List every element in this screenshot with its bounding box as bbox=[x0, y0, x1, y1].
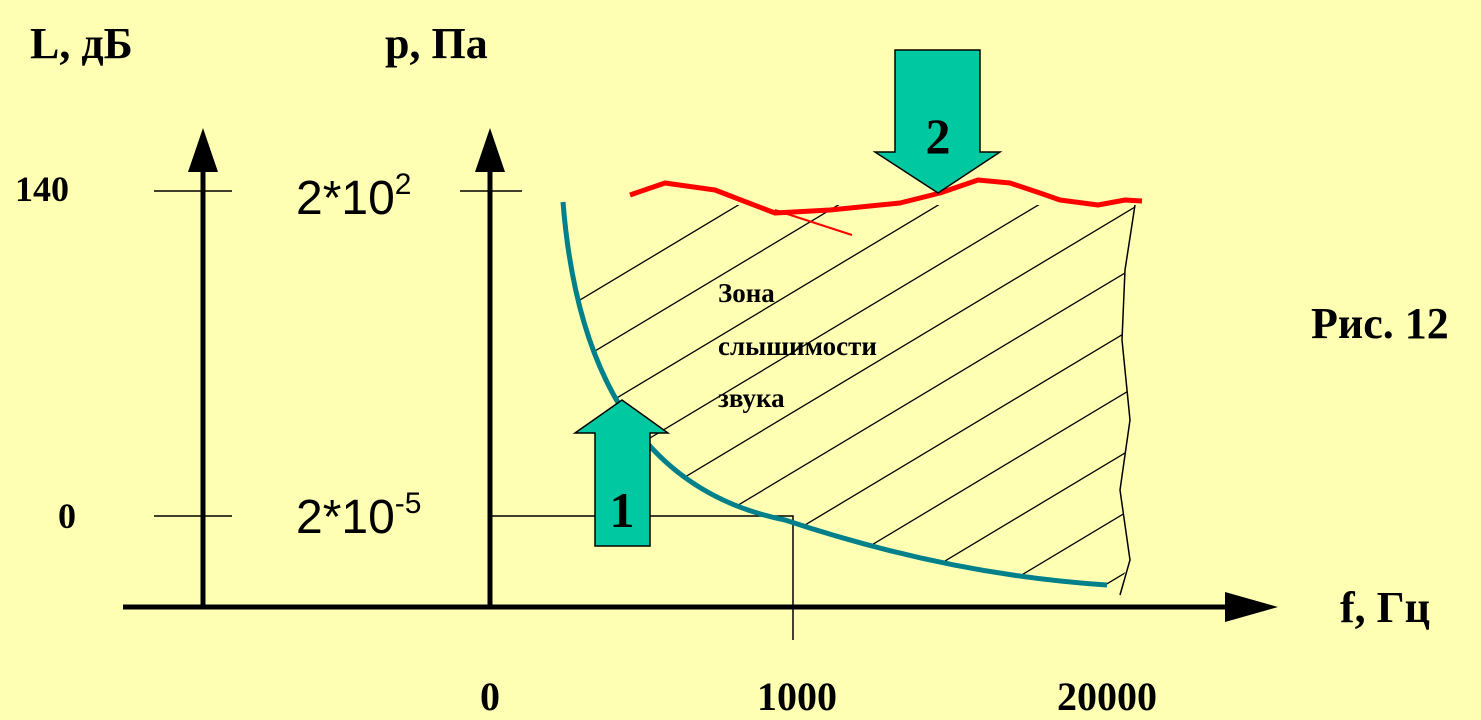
threshold-arrow-1 bbox=[572, 399, 671, 547]
zone-label-line-2: слышимости bbox=[718, 331, 877, 361]
x-tick-label-20000: 20000 bbox=[1057, 674, 1157, 719]
x-axis-arrowhead bbox=[1225, 592, 1278, 622]
x-axis-label: f, Гц bbox=[1340, 583, 1430, 632]
zone-label-line-3: звука bbox=[718, 383, 785, 413]
p-tick-label-top: 2*102 bbox=[296, 168, 411, 225]
x-tick-label-1000: 1000 bbox=[757, 674, 837, 719]
arrow-2-label: 2 bbox=[926, 108, 951, 164]
pain-arrow-2 bbox=[872, 49, 1003, 194]
p-axis-label: p, Па bbox=[385, 19, 488, 68]
p-tick-label-bottom: 2*10-5 bbox=[296, 487, 421, 544]
l-tick-label-0: 0 bbox=[58, 496, 76, 536]
figure-caption: Рис. 12 bbox=[1311, 299, 1449, 348]
threshold-of-pain-curve bbox=[629, 177, 1143, 216]
upper-frequency-limit-line bbox=[1119, 204, 1136, 596]
p-axis-arrowhead bbox=[475, 128, 505, 172]
threshold-of-hearing-curve bbox=[560, 201, 1108, 588]
arrow-1-label: 1 bbox=[610, 482, 635, 538]
l-tick-label-140: 140 bbox=[15, 169, 69, 209]
zone-label-line-1: Зона bbox=[718, 278, 775, 308]
l-axis-label: L, дБ bbox=[30, 19, 133, 68]
x-tick-label-0: 0 bbox=[480, 674, 500, 719]
l-axis-arrowhead bbox=[188, 128, 218, 172]
threshold-ref-line-1000hz bbox=[650, 515, 794, 640]
pain-curve-spur bbox=[774, 209, 853, 236]
